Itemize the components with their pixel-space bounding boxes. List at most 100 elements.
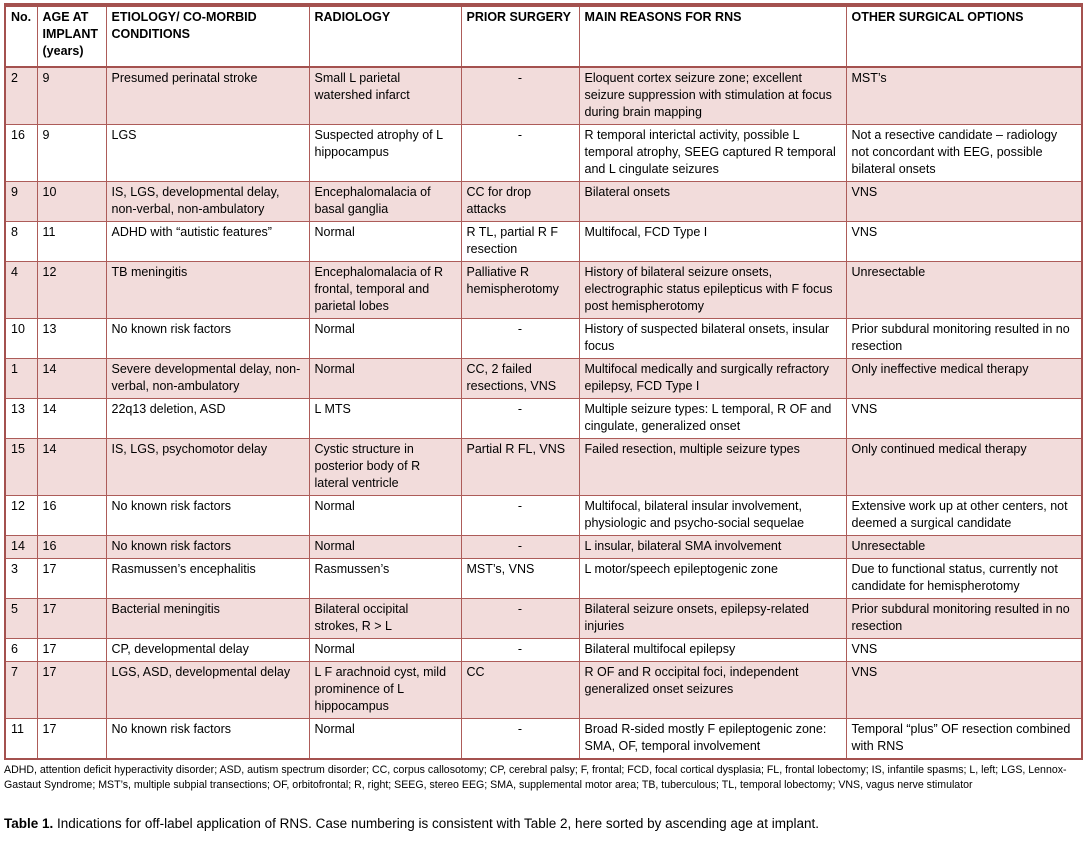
- cell-age_at_implant: 17: [36, 558, 107, 599]
- column-header-main_reasons: MAIN REASONS FOR RNS: [578, 4, 847, 68]
- table-row: 8 11 ADHD with “autistic features” Normal R …: [4, 221, 1083, 262]
- cell-other_options: Only continued medical therapy: [845, 438, 1083, 496]
- cell-main_reasons: Multifocal, bilateral insular involvemen…: [578, 495, 847, 536]
- cell-etiology: TB meningitis: [105, 261, 310, 319]
- cell-prior_surgery: -: [460, 495, 580, 536]
- cell-radiology: Normal: [308, 495, 462, 536]
- cell-other_options: VNS: [845, 181, 1083, 222]
- cell-main_reasons: L insular, bilateral SMA involvement: [578, 535, 847, 559]
- cell-other_options: Temporal “plus” OF resection combined wi…: [845, 718, 1083, 760]
- cell-age_at_implant: 17: [36, 718, 107, 760]
- cell-etiology: CP, developmental delay: [105, 638, 310, 662]
- cell-radiology: Normal: [308, 535, 462, 559]
- cell-radiology: Bilateral occipital strokes, R > L: [308, 598, 462, 639]
- table-row: 11 17 No known risk factors Normal - Broad R-…: [4, 718, 1083, 760]
- cell-no: 14: [4, 535, 38, 559]
- cell-radiology: Normal: [308, 221, 462, 262]
- cell-main_reasons: R OF and R occipital foci, independent g…: [578, 661, 847, 719]
- table-row: 12 16 No known risk factors Normal - Multifoc…: [4, 495, 1083, 536]
- cell-other_options: Unresectable: [845, 535, 1083, 559]
- cell-no: 13: [4, 398, 38, 439]
- cell-main_reasons: Eloquent cortex seizure zone; excellent …: [578, 66, 847, 125]
- column-header-age_at_implant: AGE AT IMPLANT (years): [36, 4, 107, 68]
- table-row: 3 17 Rasmussen’s encephalitis Rasmussen’s MS…: [4, 558, 1083, 599]
- cell-main_reasons: L motor/speech epileptogenic zone: [578, 558, 847, 599]
- column-header-no: No.: [4, 4, 38, 68]
- cell-etiology: ADHD with “autistic features”: [105, 221, 310, 262]
- cell-radiology: Encephalomalacia of R frontal, temporal …: [308, 261, 462, 319]
- cell-no: 7: [4, 661, 38, 719]
- cell-radiology: Small L parietal watershed infarct: [308, 66, 462, 125]
- cell-age_at_implant: 9: [36, 124, 107, 182]
- cell-age_at_implant: 16: [36, 535, 107, 559]
- cell-etiology: IS, LGS, psychomotor delay: [105, 438, 310, 496]
- cell-etiology: No known risk factors: [105, 535, 310, 559]
- cell-radiology: Rasmussen’s: [308, 558, 462, 599]
- cell-no: 10: [4, 318, 38, 359]
- cell-prior_surgery: CC for drop attacks: [460, 181, 580, 222]
- cell-prior_surgery: Partial R FL, VNS: [460, 438, 580, 496]
- cell-main_reasons: R temporal interictal activity, possible…: [578, 124, 847, 182]
- cell-etiology: Severe developmental delay, non-verbal, …: [105, 358, 310, 399]
- table-row: 15 14 IS, LGS, psychomotor delay Cystic str…: [4, 438, 1083, 496]
- cell-no: 12: [4, 495, 38, 536]
- cell-radiology: Normal: [308, 718, 462, 760]
- cell-no: 11: [4, 718, 38, 760]
- cell-main_reasons: Broad R-sided mostly F epileptogenic zon…: [578, 718, 847, 760]
- cell-etiology: LGS, ASD, developmental delay: [105, 661, 310, 719]
- cell-age_at_implant: 17: [36, 638, 107, 662]
- table-body: 2 9 Presumed perinatal stroke Small L parie…: [4, 66, 1083, 760]
- rns-indications-table: No. AGE AT IMPLANT (years) ETIOLOGY/ CO-MO…: [4, 3, 1083, 760]
- cell-main_reasons: History of bilateral seizure onsets, ele…: [578, 261, 847, 319]
- cell-no: 15: [4, 438, 38, 496]
- cell-age_at_implant: 17: [36, 598, 107, 639]
- cell-etiology: No known risk factors: [105, 318, 310, 359]
- cell-prior_surgery: -: [460, 398, 580, 439]
- cell-other_options: Extensive work up at other centers, not …: [845, 495, 1083, 536]
- cell-etiology: 22q13 deletion, ASD: [105, 398, 310, 439]
- cell-age_at_implant: 13: [36, 318, 107, 359]
- table-caption: Table 1. Indications for off-label appli…: [4, 815, 1081, 833]
- cell-age_at_implant: 9: [36, 66, 107, 125]
- cell-other_options: VNS: [845, 661, 1083, 719]
- cell-other_options: Unresectable: [845, 261, 1083, 319]
- table-row: 2 9 Presumed perinatal stroke Small L parie…: [4, 66, 1083, 125]
- cell-prior_surgery: -: [460, 66, 580, 125]
- cell-prior_surgery: CC, 2 failed resections, VNS: [460, 358, 580, 399]
- cell-radiology: Encephalomalacia of basal ganglia: [308, 181, 462, 222]
- table-caption-text: Indications for off-label application of…: [53, 815, 819, 831]
- column-header-radiology: RADIOLOGY: [308, 4, 462, 68]
- table-row: 9 10 IS, LGS, developmental delay, non-ver…: [4, 181, 1083, 222]
- cell-main_reasons: Bilateral seizure onsets, epilepsy-relat…: [578, 598, 847, 639]
- table-row: 13 14 22q13 deletion, ASD L MTS - Multiple se…: [4, 398, 1083, 439]
- cell-prior_surgery: -: [460, 318, 580, 359]
- table-row: 10 13 No known risk factors Normal - History …: [4, 318, 1083, 359]
- cell-etiology: Bacterial meningitis: [105, 598, 310, 639]
- cell-age_at_implant: 11: [36, 221, 107, 262]
- table-row: 6 17 CP, developmental delay Normal - Bilater…: [4, 638, 1083, 662]
- cell-other_options: VNS: [845, 638, 1083, 662]
- cell-prior_surgery: MST’s, VNS: [460, 558, 580, 599]
- cell-radiology: Normal: [308, 358, 462, 399]
- cell-prior_surgery: -: [460, 638, 580, 662]
- cell-prior_surgery: -: [460, 535, 580, 559]
- cell-etiology: Presumed perinatal stroke: [105, 66, 310, 125]
- cell-other_options: Prior subdural monitoring resulted in no…: [845, 318, 1083, 359]
- table-row: 7 17 LGS, ASD, developmental delay L F arac…: [4, 661, 1083, 719]
- cell-other_options: Not a resective candidate – radiology no…: [845, 124, 1083, 182]
- table-header-row: No. AGE AT IMPLANT (years) ETIOLOGY/ CO-MO…: [4, 4, 1083, 68]
- table-row: 14 16 No known risk factors Normal - L insula…: [4, 535, 1083, 559]
- table-row: 5 17 Bacterial meningitis Bilateral occipit…: [4, 598, 1083, 639]
- cell-no: 1: [4, 358, 38, 399]
- table-row: 4 12 TB meningitis Encephalomalacia of R fr…: [4, 261, 1083, 319]
- cell-age_at_implant: 16: [36, 495, 107, 536]
- cell-other_options: Only ineffective medical therapy: [845, 358, 1083, 399]
- cell-no: 4: [4, 261, 38, 319]
- cell-prior_surgery: -: [460, 124, 580, 182]
- cell-no: 8: [4, 221, 38, 262]
- cell-etiology: LGS: [105, 124, 310, 182]
- cell-etiology: No known risk factors: [105, 718, 310, 760]
- table-caption-label: Table 1.: [4, 815, 54, 831]
- cell-radiology: Normal: [308, 638, 462, 662]
- cell-age_at_implant: 10: [36, 181, 107, 222]
